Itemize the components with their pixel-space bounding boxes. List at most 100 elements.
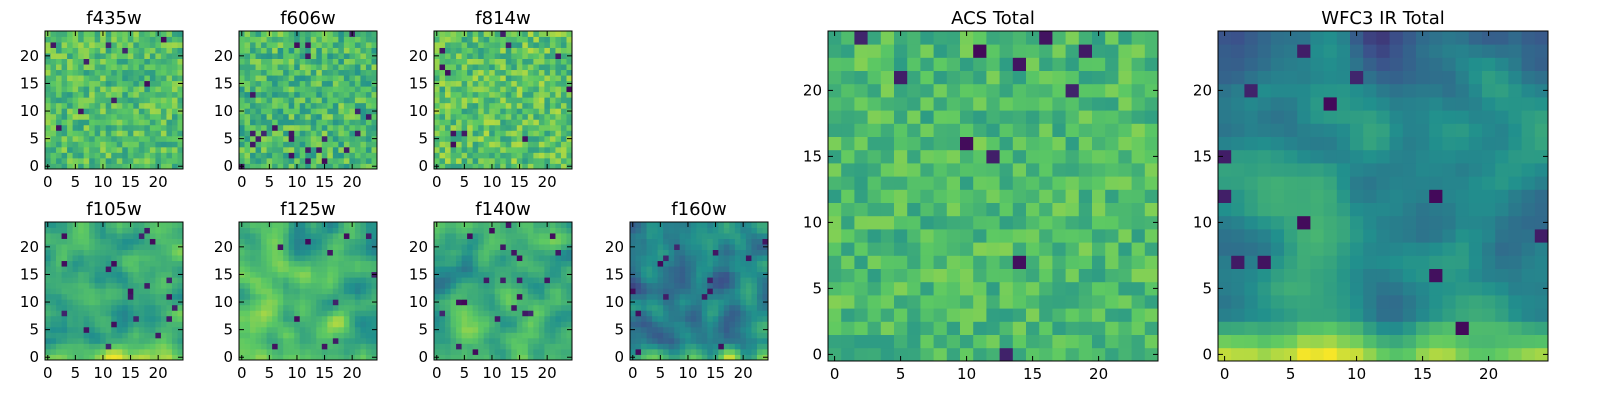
heatmap-cell	[483, 42, 490, 48]
heatmap-cell	[144, 152, 151, 159]
heatmap-cell	[288, 343, 295, 350]
heatmap-cell	[445, 337, 451, 344]
heatmap-cell	[272, 64, 279, 71]
heatmap-cell	[500, 282, 507, 289]
heatmap-cell	[343, 58, 350, 65]
heatmap-cell	[316, 238, 323, 245]
heatmap-cell	[456, 69, 462, 76]
heatmap-cell	[255, 42, 262, 48]
heatmap-cell	[478, 321, 485, 328]
heatmap-cell	[505, 260, 512, 267]
heatmap-cell	[116, 124, 123, 131]
heatmap-cell	[461, 135, 468, 142]
heatmap-cell	[349, 130, 356, 137]
heatmap-cell	[171, 299, 178, 306]
heatmap-cell	[122, 304, 129, 311]
heatmap-cell	[144, 288, 151, 295]
heatmap-cell	[1144, 189, 1159, 203]
heatmap-cell	[310, 141, 317, 148]
heatmap-cell	[516, 238, 523, 245]
heatmap-cell	[920, 189, 934, 203]
heatmap-cell	[630, 310, 636, 317]
heatmap-cell	[679, 348, 686, 355]
heatmap-cell	[1052, 163, 1066, 177]
heatmap-cell	[45, 146, 51, 153]
heatmap-cell	[122, 282, 129, 289]
heatmap-cell	[56, 113, 62, 120]
heatmap-cell	[566, 124, 573, 131]
heatmap-cell	[646, 315, 653, 322]
heatmap-cell	[111, 299, 118, 306]
heatmap-cell	[354, 31, 361, 37]
heatmap-cell	[641, 277, 647, 284]
heatmap-cell	[166, 282, 173, 289]
heatmap-cell	[960, 347, 974, 362]
heatmap-cell	[555, 354, 562, 361]
heatmap-cell	[522, 249, 529, 256]
heatmap-cell	[538, 130, 545, 137]
axes-frame	[238, 221, 378, 361]
heatmap-cell	[371, 86, 378, 93]
heatmap-cell	[50, 260, 57, 267]
heatmap-cell	[149, 58, 156, 65]
heatmap-cell	[1118, 202, 1132, 217]
heatmap-cell	[338, 299, 345, 306]
heatmap-cell	[762, 233, 769, 239]
heatmap-cell	[244, 255, 251, 262]
heatmap-cell	[365, 102, 372, 109]
heatmap-cell	[94, 244, 101, 250]
heatmap-cell	[111, 58, 118, 65]
heatmap-cell	[111, 288, 118, 295]
heatmap-cell	[690, 288, 697, 295]
heatmap-cell	[527, 238, 534, 245]
heatmap-cell	[171, 97, 178, 104]
heatmap-cell	[83, 271, 90, 278]
heatmap-cell	[310, 255, 317, 262]
heatmap-cell	[641, 337, 647, 344]
heatmap-cell	[527, 227, 534, 234]
heatmap-cell	[72, 97, 79, 104]
heatmap-cell	[505, 47, 512, 54]
heatmap-cell	[160, 233, 167, 239]
heatmap-cell	[740, 310, 747, 317]
heatmap-cell	[138, 233, 145, 239]
heatmap-cell	[239, 260, 245, 267]
heatmap-cell	[138, 47, 145, 54]
heatmap-cell	[439, 91, 446, 98]
heatmap-cell	[1012, 242, 1027, 256]
heatmap-cell	[483, 304, 490, 311]
heatmap-cell	[100, 58, 107, 65]
heatmap-cell	[641, 343, 647, 350]
heatmap-cell	[111, 326, 118, 333]
heatmap-cell	[316, 227, 323, 234]
heatmap-cell	[445, 157, 451, 164]
heatmap-cell	[494, 53, 501, 59]
heatmap-cell	[745, 326, 752, 333]
heatmap-cell	[461, 299, 468, 306]
heatmap-cell	[61, 97, 68, 104]
heatmap-cell	[288, 238, 295, 245]
heatmap-cell	[78, 97, 85, 104]
heatmap-cell	[177, 146, 184, 153]
heatmap-cell	[461, 86, 468, 93]
heatmap-cell	[652, 238, 658, 245]
heatmap-cell	[105, 141, 112, 148]
heatmap-cell	[527, 157, 534, 164]
heatmap-cell	[461, 64, 468, 71]
heatmap-cell	[450, 130, 457, 137]
heatmap-cell	[549, 124, 556, 131]
heatmap-cell	[494, 113, 501, 120]
heatmap-cell	[360, 222, 367, 228]
heatmap-cell	[332, 348, 339, 355]
heatmap-cell	[155, 152, 162, 159]
heatmap-cell	[56, 277, 62, 284]
heatmap-cell	[310, 36, 317, 43]
heatmap-cell	[89, 31, 96, 37]
heatmap-cell	[277, 146, 284, 153]
heatmap-cell	[701, 310, 708, 317]
heatmap-cell	[94, 86, 101, 93]
heatmap-cell	[332, 86, 339, 93]
heatmap-cell	[111, 304, 118, 311]
heatmap-cell	[478, 337, 485, 344]
heatmap-cell	[494, 304, 501, 311]
